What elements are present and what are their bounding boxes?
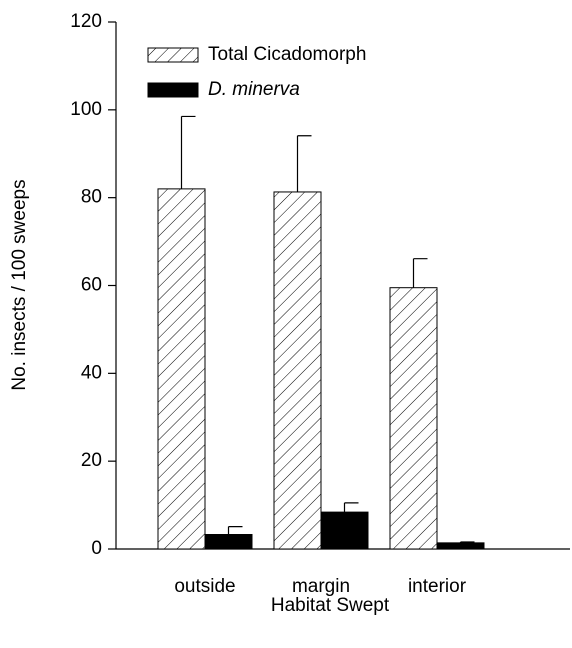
y-tick-label: 20 <box>81 450 102 471</box>
y-tick-label: 100 <box>70 99 102 120</box>
x-tick-label: outside <box>174 576 235 597</box>
error-bar <box>296 135 312 192</box>
x-tick-label: interior <box>408 576 467 597</box>
y-tick-label: 120 <box>70 11 102 32</box>
y-tick-label: 0 <box>91 538 102 559</box>
y-axis-label: No. insects / 100 sweeps <box>9 179 30 390</box>
error-bar <box>180 115 196 189</box>
bar <box>389 287 438 550</box>
error-bar <box>412 258 428 288</box>
bar <box>204 534 253 550</box>
legend-label: D. minerva <box>208 79 300 100</box>
bar <box>157 188 206 550</box>
legend-swatch <box>147 47 199 63</box>
y-tick-label: 80 <box>81 187 102 208</box>
legend-label: Total Cicadomorph <box>208 44 366 65</box>
y-tick-label: 40 <box>81 362 102 383</box>
x-tick-label: margin <box>292 576 350 597</box>
bar <box>320 511 369 550</box>
x-axis-label: Habitat Swept <box>271 595 390 616</box>
y-tick-label: 60 <box>81 275 102 296</box>
error-bar <box>343 502 359 513</box>
bar <box>273 191 322 550</box>
legend-swatch <box>147 82 199 98</box>
bar <box>436 542 485 550</box>
error-bar <box>459 541 475 543</box>
error-bar <box>227 526 243 535</box>
